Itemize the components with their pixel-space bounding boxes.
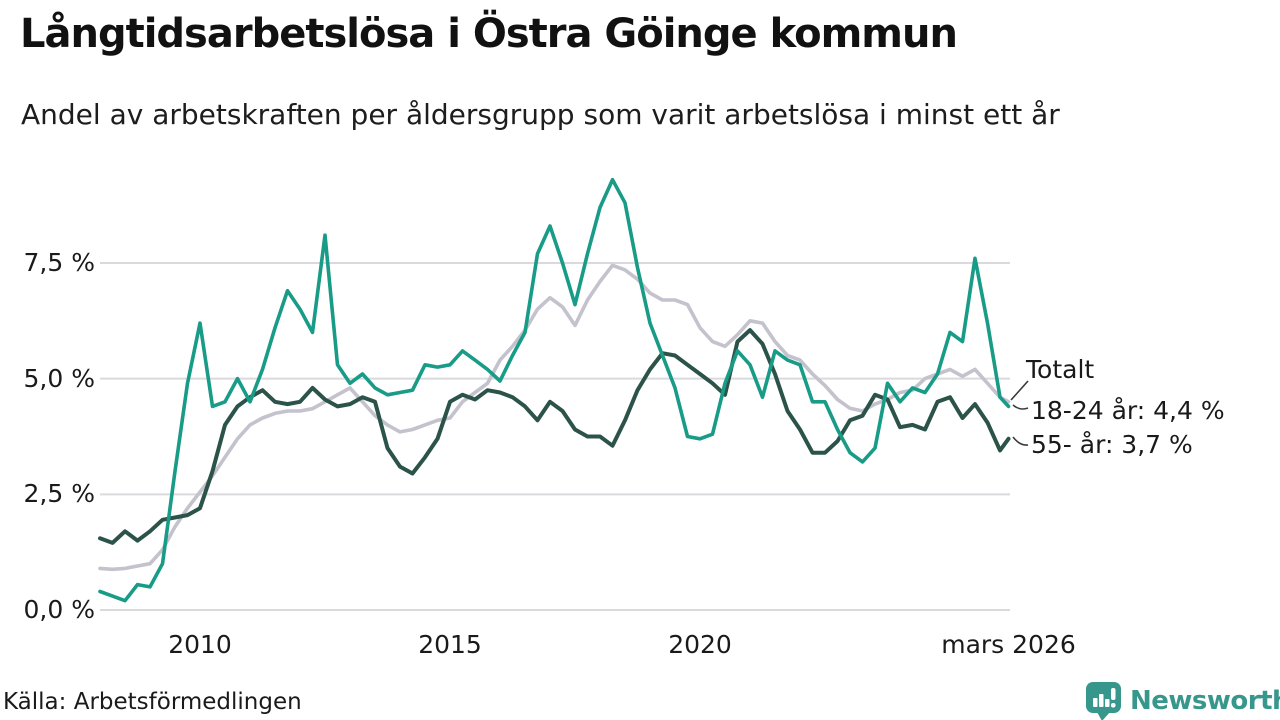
x-tick-label: 2020 <box>668 630 732 659</box>
y-tick-label: 7,5 % <box>23 247 95 277</box>
chart-subtitle: Andel av arbetskraften per åldersgrupp s… <box>21 98 1060 131</box>
leader-lines <box>1010 380 1029 446</box>
series-label-55: 55- år: 3,7 % <box>1031 430 1193 459</box>
source-note: Källa: Arbetsförmedlingen <box>3 689 302 715</box>
x-tick-label: 2010 <box>168 630 232 659</box>
series-label-18-24: 18-24 år: 4,4 % <box>1031 396 1225 425</box>
series-line-55-r <box>98 328 1011 545</box>
series-line-totalt <box>98 263 1011 572</box>
page-title: Långtidsarbetslösa i Östra Göinge kommun <box>20 11 958 57</box>
leader-line-55 <box>1012 436 1029 446</box>
y-tick-label: 5,0 % <box>23 363 95 393</box>
y-tick-label: 2,5 % <box>23 479 95 509</box>
gridlines <box>100 261 1010 611</box>
newsworthy-logo-icon <box>1086 682 1121 720</box>
series-label-totalt: Totalt <box>1026 355 1095 384</box>
newsworthy-logo-text: Newsworthy <box>1130 686 1280 716</box>
x-tick-label: mars 2026 <box>941 630 1076 659</box>
leader-line-totalt <box>1010 380 1029 401</box>
series-line-18-24r <box>98 177 1011 603</box>
x-tick-label: 2015 <box>418 630 482 659</box>
leader-line-18-24 <box>1012 404 1029 410</box>
newsworthy-logo: Newsworthy <box>1085 681 1280 720</box>
series-paths <box>98 177 1011 603</box>
y-tick-label: 0,0 % <box>23 595 95 624</box>
